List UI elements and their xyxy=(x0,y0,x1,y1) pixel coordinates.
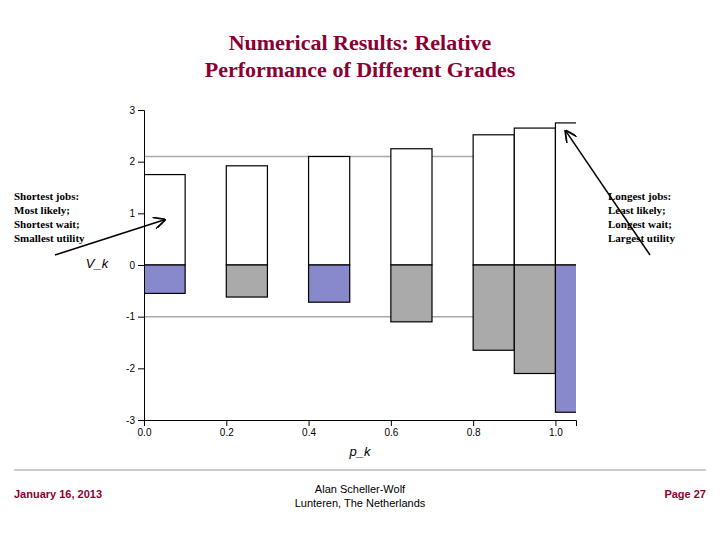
footer-right: Page 27 xyxy=(664,488,706,500)
y-tick-mark xyxy=(138,317,144,318)
y-tick-label: -3 xyxy=(126,415,135,426)
text-line: Lunteren, The Netherlands xyxy=(295,497,426,509)
y-tick-label: 1 xyxy=(129,208,135,219)
x-tick-label: 0.8 xyxy=(467,427,481,438)
bar xyxy=(144,265,185,293)
text-line: Most likely; xyxy=(14,204,70,216)
bar xyxy=(309,157,350,266)
annotation: Shortest jobs: Most likely; Shortest wait;… xyxy=(14,190,85,244)
x-tick: 0.0 xyxy=(138,420,152,438)
x-tick-label: 0.2 xyxy=(220,427,234,438)
y-tick: 1 xyxy=(129,208,144,219)
annotation-arrow xyxy=(566,131,650,255)
y-tick-label: -2 xyxy=(126,363,135,374)
annotation-arrow xyxy=(55,220,165,255)
x-axis: 0.0 0.2 0.4 0.6 0.8 1.0 xyxy=(138,420,577,438)
text-line: Numerical Results: Relative xyxy=(229,30,492,55)
bar xyxy=(555,265,576,412)
text-line: Alan Scheller-Wolf xyxy=(315,483,406,495)
title: Numerical Results: RelativePerformance o… xyxy=(205,30,516,82)
x-tick-mark xyxy=(473,420,474,426)
bar xyxy=(391,149,432,265)
x-tick-label: 0.0 xyxy=(138,427,152,438)
y-tick-label: -1 xyxy=(126,311,135,322)
y-tick-mark xyxy=(138,110,144,111)
y-tick: 3 xyxy=(129,105,144,116)
text-line: Longest wait; xyxy=(608,218,672,230)
y-tick: -1 xyxy=(126,311,144,322)
y-tick: 2 xyxy=(129,156,144,167)
y-tick-mark xyxy=(138,420,144,421)
text-line: Smallest utility xyxy=(14,232,85,244)
y-tick-label: 2 xyxy=(129,156,135,167)
x-tick-mark xyxy=(226,420,227,426)
bar xyxy=(514,128,555,265)
y-tick-label: 3 xyxy=(129,105,135,116)
y-tick-label: 0 xyxy=(129,260,135,271)
text-line: Longest jobs: xyxy=(608,190,671,202)
y-axis-line xyxy=(138,111,145,421)
text-line: Performance of Different Grades xyxy=(205,57,516,82)
bar xyxy=(473,135,514,265)
x-axis-label: p_k xyxy=(349,444,372,459)
x-tick-mark xyxy=(555,420,556,426)
y-tick-mark xyxy=(138,213,144,214)
y-tick: -2 xyxy=(126,363,144,374)
x-tick-label: 1.0 xyxy=(549,427,563,438)
bar xyxy=(309,265,350,302)
chart: Numerical Results: RelativePerformance o… xyxy=(0,0,720,540)
x-tick: 1.0 xyxy=(549,420,563,438)
bar xyxy=(144,175,185,265)
y-axis-label: V_k xyxy=(86,256,110,271)
y-axis: -3 -2 -1 0 1 2 3 xyxy=(126,105,144,426)
annotation: Longest jobs:Least likely;Longest wait;L… xyxy=(608,190,675,244)
x-tick-label: 0.6 xyxy=(384,427,398,438)
y-tick-mark xyxy=(138,162,144,163)
y-tick-mark xyxy=(138,368,144,369)
x-tick: 0.2 xyxy=(220,420,234,438)
x-tick: 0.6 xyxy=(384,420,398,438)
y-tick: 0 xyxy=(129,260,144,271)
text-line: Shortest jobs: xyxy=(14,190,79,202)
bar xyxy=(391,265,432,322)
x-tick-mark xyxy=(309,420,310,426)
bar xyxy=(226,166,267,265)
footer-center: Alan Scheller-Wolf Lunteren, The Netherla… xyxy=(295,483,426,509)
footer-rule xyxy=(14,470,706,471)
bar xyxy=(473,265,514,350)
x-tick: 0.4 xyxy=(302,420,316,438)
x-tick-label: 0.4 xyxy=(302,427,316,438)
x-tick-mark xyxy=(391,420,392,426)
bar xyxy=(514,265,555,374)
bar xyxy=(226,265,267,297)
y-tick: -3 xyxy=(126,415,144,426)
footer-left: January 16, 2013 xyxy=(14,488,102,500)
bar xyxy=(555,123,576,265)
plot-area xyxy=(144,123,576,412)
y-tick-mark xyxy=(138,265,144,266)
text-line: Shortest wait; xyxy=(14,218,80,230)
x-tick: 0.8 xyxy=(467,420,481,438)
x-axis-line xyxy=(145,421,577,427)
